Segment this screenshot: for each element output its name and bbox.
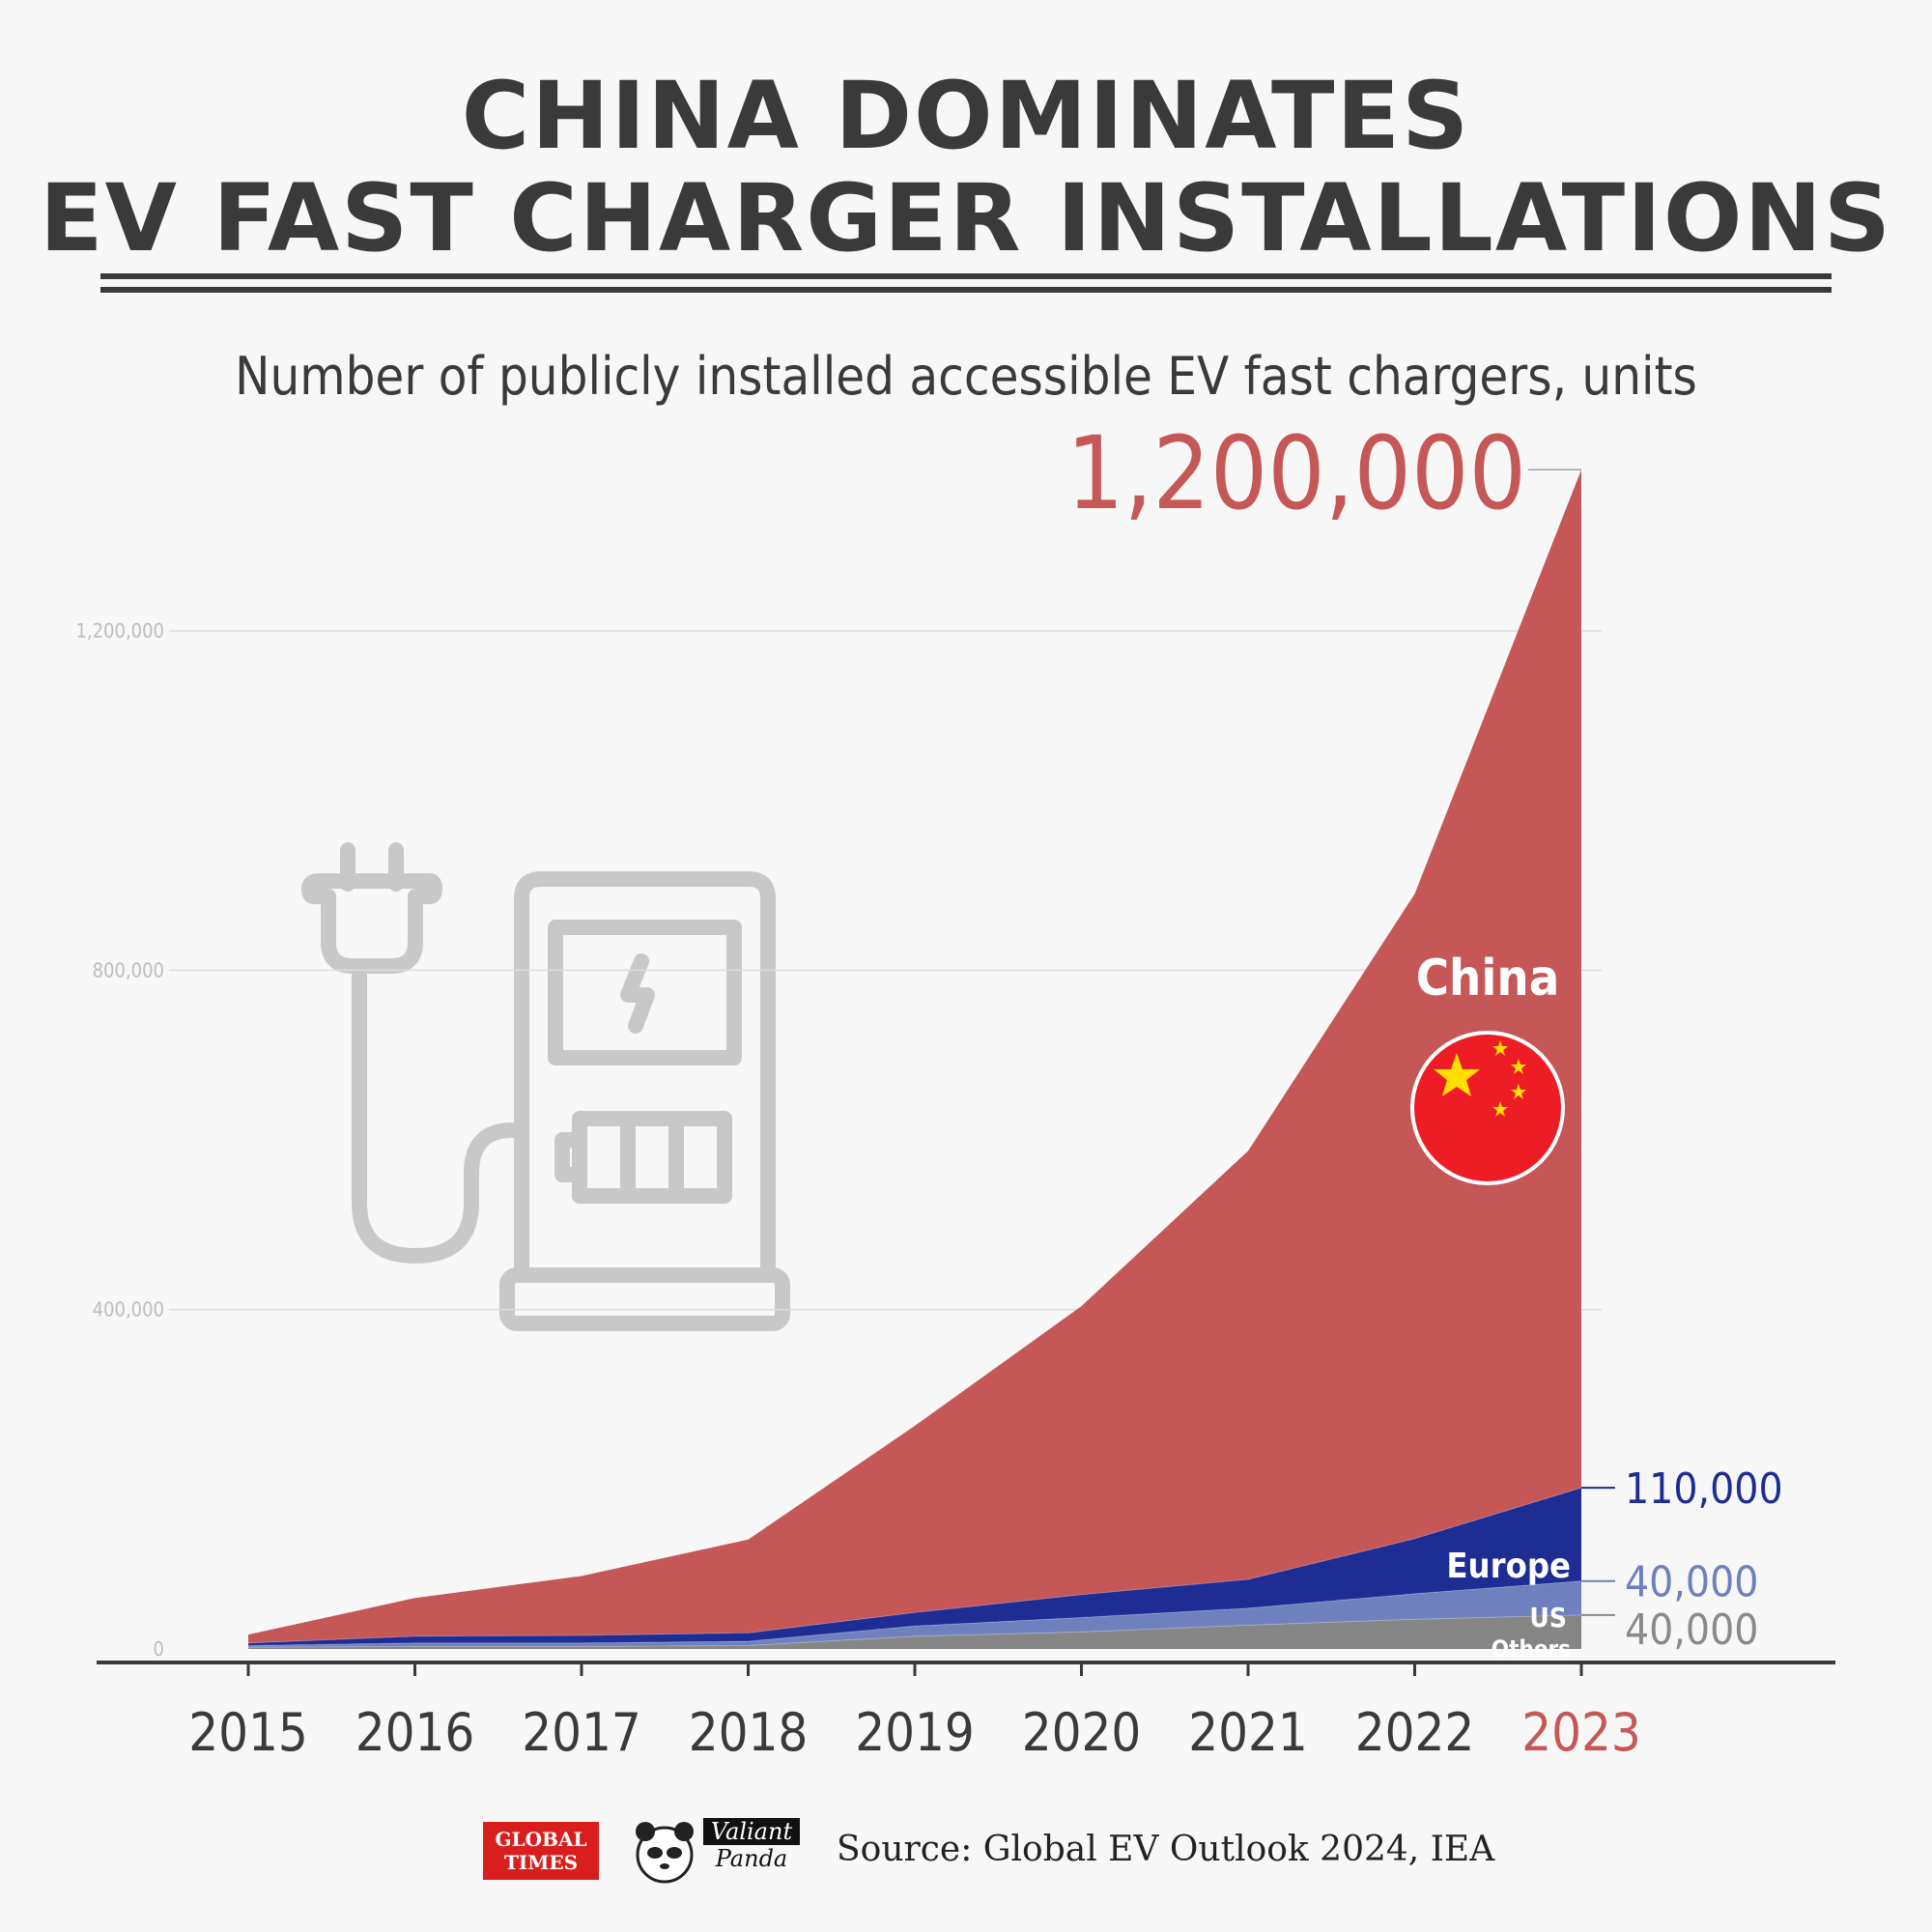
others-value-label: 40,000	[1625, 1605, 1758, 1655]
x-tick-label: 2019	[855, 1702, 975, 1763]
x-tick-label: 2023	[1521, 1702, 1641, 1763]
x-tick-label: 2022	[1355, 1702, 1475, 1763]
global-times-logo: GLOBAL TIMES	[483, 1822, 599, 1880]
panda-mascot-icon	[636, 1822, 694, 1884]
ev-charger-icon	[301, 842, 790, 1331]
x-tick-label: 2018	[689, 1702, 809, 1763]
y-tick-label: 0	[154, 1637, 164, 1661]
chart-subtitle: Number of publicly installed accessible …	[235, 346, 1697, 407]
y-tick-label: 1,200,000	[75, 619, 164, 642]
x-tick-label: 2020	[1022, 1702, 1142, 1763]
title-line-1: CHINA DOMINATES	[461, 62, 1471, 170]
x-tick-label: 2015	[188, 1702, 308, 1763]
area-china	[248, 469, 1581, 1643]
valiant-panda-logo: Valiant Panda	[703, 1818, 800, 1872]
footer: GLOBAL TIMES Valiant Panda Source: Globa…	[0, 1818, 1932, 1915]
title-rule-bottom	[100, 287, 1832, 293]
title-line-2: EV FAST CHARGER INSTALLATIONS	[40, 164, 1892, 272]
area-edge	[247, 1487, 1582, 1644]
source-note: Source: Global EV Outlook 2024, IEA	[837, 1830, 1495, 1869]
us-series-label: US	[1529, 1602, 1567, 1634]
x-tick-label: 2016	[355, 1702, 475, 1763]
others-series-label: Others	[1492, 1635, 1571, 1662]
china-series-label: China	[1416, 950, 1560, 1008]
area-edge	[247, 1580, 1582, 1646]
area-europe	[248, 1488, 1581, 1646]
europe-series-label: Europe	[1446, 1547, 1571, 1586]
x-tick-label: 2021	[1188, 1702, 1308, 1763]
stacked-area-chart: 0 400,000 800,000 1,200,000 2015 2016 2017 201…	[75, 414, 1835, 1763]
title-rule-top	[100, 273, 1832, 279]
china-total-label: 1,200,000	[1066, 414, 1526, 532]
us-value-label: 40,000	[1625, 1558, 1758, 1607]
europe-value-label: 110,000	[1625, 1464, 1783, 1514]
area-others	[248, 1614, 1581, 1649]
x-tick-label: 2017	[522, 1702, 641, 1763]
area-us	[248, 1580, 1581, 1648]
area-edge	[247, 1614, 1582, 1648]
china-flag-icon	[1410, 1031, 1565, 1185]
y-tick-label: 400,000	[93, 1298, 164, 1321]
y-tick-label: 800,000	[93, 958, 164, 981]
